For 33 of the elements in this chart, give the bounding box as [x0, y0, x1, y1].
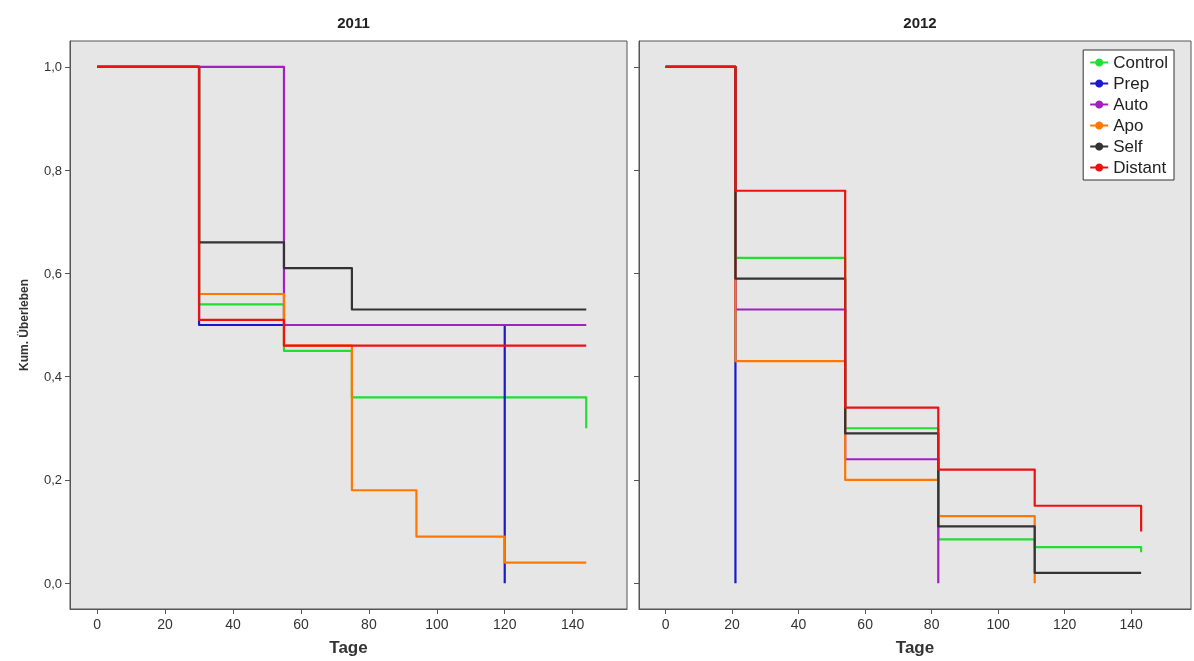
- y-axis-title: Kum. Überleben: [16, 278, 31, 372]
- legend-label: Auto: [1113, 95, 1149, 114]
- x-tick-label: 80: [923, 616, 940, 632]
- x-tick-label: 20: [724, 616, 741, 632]
- legend-label: Apo: [1113, 116, 1144, 135]
- x-tick-label: 60: [293, 616, 309, 632]
- x-tick-label: 20: [157, 616, 174, 632]
- y-tick-label: 1,0: [43, 59, 62, 75]
- y-tick-label: 0,8: [43, 162, 62, 178]
- x-tick-label: 100: [986, 616, 1011, 632]
- legend-label: Prep: [1113, 74, 1150, 93]
- x-tick-label: 120: [1052, 616, 1077, 632]
- y-tick-label: 0,2: [43, 472, 62, 488]
- x-tick-label: 0: [93, 616, 102, 632]
- x-tick-label: 120: [493, 616, 517, 632]
- chart-title: 2012: [903, 14, 937, 31]
- y-tick-label: 0,4: [43, 369, 62, 385]
- x-tick-label: 100: [425, 616, 449, 632]
- x-tick-label: 0: [661, 616, 670, 632]
- x-axis-title: Tage: [895, 638, 935, 657]
- y-tick-label: 0,0: [43, 575, 62, 591]
- legend-label: Self: [1113, 137, 1143, 156]
- x-axis-title: Tage: [329, 638, 368, 657]
- x-tick-label: 40: [790, 616, 807, 632]
- x-tick-label: 140: [1119, 616, 1144, 632]
- x-tick-label: 80: [361, 616, 377, 632]
- legend-label: Distant: [1113, 158, 1167, 177]
- x-tick-label: 40: [225, 616, 242, 632]
- y-tick-label: 0,6: [43, 265, 62, 281]
- x-tick-label: 60: [857, 616, 874, 632]
- chart-title: 2011: [337, 14, 370, 31]
- legend-label: Control: [1113, 53, 1169, 72]
- x-tick-label: 140: [560, 616, 585, 632]
